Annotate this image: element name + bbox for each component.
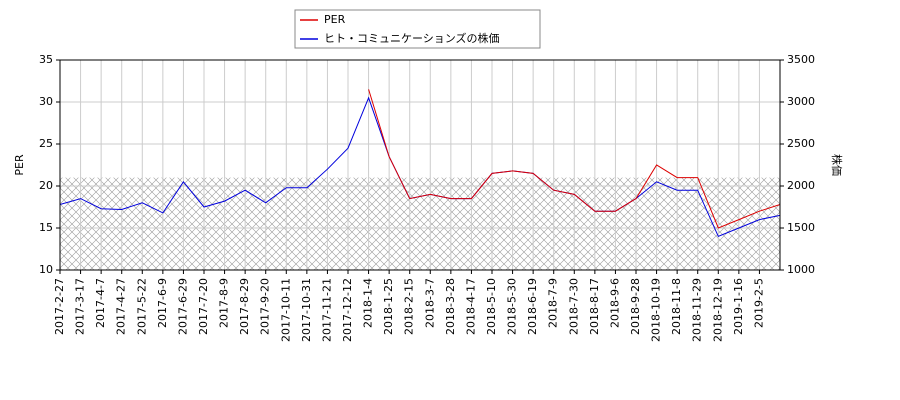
y2-tick-label: 1500 [787, 221, 815, 234]
x-tick-label: 2018-8-17 [588, 278, 601, 335]
x-tick-label: 2017-8-29 [238, 278, 251, 335]
x-tick-label: 2018-12-19 [711, 278, 724, 342]
x-tick-label: 2017-10-11 [279, 278, 292, 342]
x-tick-label: 2017-6-9 [156, 278, 169, 328]
x-tick-label: 2017-7-20 [197, 278, 210, 335]
x-tick-label: 2018-10-19 [650, 278, 663, 342]
y-tick-label: 15 [39, 221, 53, 234]
x-tick-label: 2018-5-10 [485, 278, 498, 335]
plot-frame [59, 59, 781, 271]
x-tick-label: 2017-3-17 [74, 278, 87, 335]
x-tick-label: 2018-3-28 [444, 278, 457, 335]
x-tick-label: 2017-8-9 [218, 278, 231, 328]
y-tick-label: 35 [39, 53, 53, 66]
x-tick-label: 2018-9-28 [629, 278, 642, 335]
y2-tick-label: 3500 [787, 53, 815, 66]
y2-tick-label: 2000 [787, 179, 815, 192]
x-tick-label: 2018-6-19 [526, 278, 539, 335]
x-tick-label: 2019-1-16 [732, 278, 745, 335]
x-tick-label: 2018-11-29 [691, 278, 704, 342]
legend [294, 9, 541, 49]
legend-label: ヒト・コミュニケーションズの株価 [324, 31, 500, 45]
y-tick-label: 10 [39, 263, 53, 276]
x-tick-label: 2018-7-30 [567, 278, 580, 335]
plot [59, 89, 781, 238]
legend-label: PER [324, 13, 346, 26]
y2-tick-label: 3000 [787, 95, 815, 108]
x-tick-label: 2017-2-27 [53, 278, 66, 335]
y-tick-label: 25 [39, 137, 53, 150]
x-tick-label: 2017-11-21 [320, 278, 333, 342]
x-tick-label: 2018-5-30 [506, 278, 519, 335]
x-tick-label: 2018-1-4 [362, 278, 375, 328]
y-tick-label: 30 [39, 95, 53, 108]
x-tick-label: 2017-9-20 [259, 278, 272, 335]
x-tick-label: 2018-3-7 [423, 278, 436, 328]
y-tick-label: 20 [39, 179, 53, 192]
x-tick-label: 2017-5-22 [135, 278, 148, 335]
x-tick-label: 2018-2-15 [403, 278, 416, 335]
x-tick-label: 2017-6-29 [176, 278, 189, 335]
x-tick-label: 2019-2-5 [752, 278, 765, 328]
x-tick-label: 2018-1-25 [382, 278, 395, 335]
x-tick-label: 2018-9-6 [608, 278, 621, 328]
y2-tick-label: 2500 [787, 137, 815, 150]
series-line [368, 89, 781, 229]
grid [59, 59, 780, 271]
x-tick-label: 2017-12-12 [341, 278, 354, 342]
x-tick-label: 2017-10-31 [300, 278, 313, 342]
x-tick-label: 2018-7-9 [547, 278, 560, 328]
x-tick-label: 2018-4-17 [464, 278, 477, 335]
x-tick-label: 2017-4-27 [115, 278, 128, 335]
x-tick-label: 2017-4-7 [94, 278, 107, 328]
y-axis-label: PER [13, 154, 26, 176]
x-tick-label: 2018-11-8 [670, 278, 683, 335]
shaded-range [60, 177, 780, 270]
y2-tick-label: 1000 [787, 263, 815, 276]
y2-axis-label: 株価 [830, 154, 844, 176]
